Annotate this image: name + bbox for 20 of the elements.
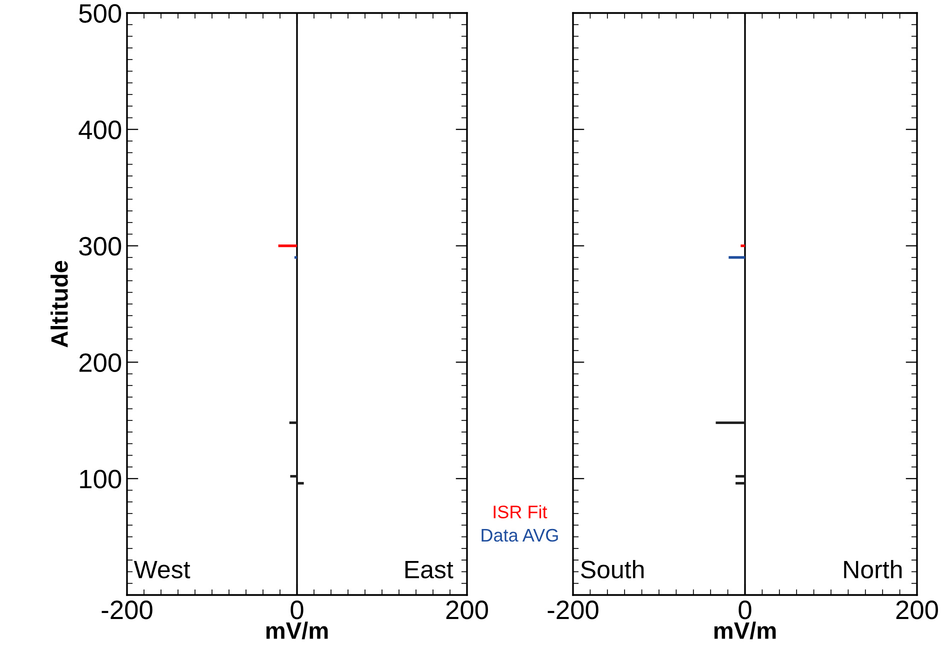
- x-tick-label: -200: [548, 600, 598, 620]
- annotation: East: [405, 560, 454, 578]
- x-axis-title: mV/m: [714, 622, 776, 640]
- annotation: North: [844, 560, 902, 578]
- annotation: South: [581, 560, 644, 578]
- x-tick-label: -200: [102, 600, 152, 620]
- x-tick-label: 200: [896, 600, 938, 620]
- x-tick-label: 0: [738, 600, 752, 620]
- y-axis-title: Altitude: [50, 260, 68, 348]
- annotation: West: [134, 560, 190, 578]
- x-axis-title: mV/m: [266, 622, 328, 640]
- y-tick-label: 100: [80, 470, 122, 488]
- x-tick-label: 0: [290, 600, 304, 620]
- x-tick-label: 200: [446, 600, 488, 620]
- y-tick-label: 400: [78, 120, 122, 140]
- text: ISR Fit: [494, 505, 548, 518]
- y-tick-label: 200: [79, 353, 122, 372]
- y-tick-label: 500: [79, 4, 122, 23]
- y-tick-label: 300: [79, 236, 122, 256]
- text: Data AVG: [482, 528, 558, 542]
